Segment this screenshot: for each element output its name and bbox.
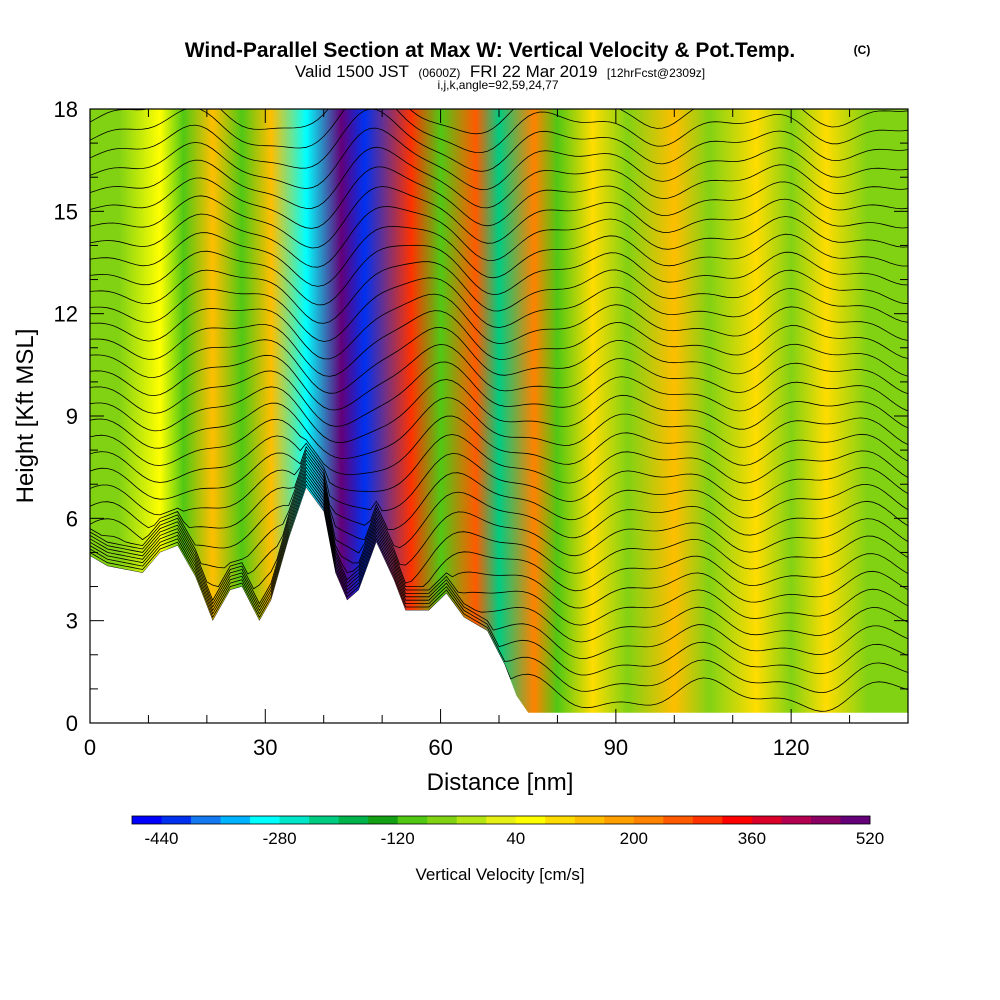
theta-contour (90, 206, 908, 268)
potential-temperature-contours (90, 109, 908, 712)
colorbar-swatch (633, 816, 664, 824)
theta-contour (90, 379, 908, 444)
colorbar-swatch (132, 816, 162, 824)
colorbar-tick-label: -120 (381, 829, 415, 848)
colorbar-swatch (279, 816, 310, 824)
grid-indices: i,j,k,angle=92,59,24,77 (437, 78, 558, 92)
colorbar-tick-label: -280 (263, 829, 297, 848)
theta-contour (90, 452, 908, 549)
theta-contour (90, 166, 908, 229)
y-tick-label: 3 (66, 609, 78, 634)
y-axis: 0 3 6 9 12 15 18 (54, 97, 908, 736)
theta-contour (90, 456, 908, 566)
valid-time-line: Valid 1500 JST (0600Z) FRI 22 Mar 2019 [… (295, 62, 705, 81)
colorbar-tick-label: -440 (144, 829, 178, 848)
y-tick-label: 15 (54, 199, 78, 224)
colorbar-swatch (722, 816, 753, 824)
theta-contour (90, 326, 908, 394)
colorbar-swatch (220, 816, 251, 824)
colorbar-swatch (663, 816, 694, 824)
plot-area: 0 30 60 90 120 0 3 6 9 12 15 18 (54, 97, 909, 760)
valid-utc: (0600Z) (418, 66, 460, 80)
colorbar-tick-label: 200 (620, 829, 648, 848)
theta-contour (90, 293, 908, 360)
x-tick-label: 90 (604, 735, 628, 760)
colorbar-tick-label: 360 (738, 829, 766, 848)
theta-contour (90, 186, 908, 249)
theta-contour (90, 310, 908, 377)
x-tick-label: 60 (428, 735, 452, 760)
colorbar-swatch (692, 816, 723, 824)
colorbar-swatch (810, 816, 841, 824)
theta-contour (90, 244, 908, 306)
colorbar-tick-label: 40 (506, 829, 525, 848)
colorbar-swatch (427, 816, 458, 824)
colorbar-swatch (250, 816, 280, 824)
colorbar-swatch (574, 816, 605, 824)
colorbar-label: Vertical Velocity [cm/s] (415, 865, 584, 884)
theta-contour (90, 109, 908, 172)
theta-contour (90, 473, 908, 643)
colorbar-swatch (515, 816, 546, 824)
colorbar-swatch (368, 816, 399, 824)
y-tick-label: 0 (66, 711, 78, 736)
colorbar-swatch (397, 816, 428, 824)
colorbar-swatch (840, 816, 871, 824)
x-axis-label: Distance [nm] (427, 769, 574, 796)
y-tick-label: 9 (66, 404, 78, 429)
colorbar-swatch (338, 816, 369, 824)
theta-contour (90, 225, 908, 287)
colorbar-swatch (604, 816, 635, 824)
theta-contour (90, 415, 908, 475)
theta-contour (90, 476, 908, 660)
y-axis-label: Height [Kft MSL] (12, 329, 39, 504)
colorbar-swatch (486, 816, 517, 824)
colorbar-swatch (751, 816, 782, 824)
colorbar (131, 815, 871, 825)
theta-contour (90, 109, 908, 154)
colorbar-tick-labels: -440 -280 -120 40 200 360 520 (144, 829, 884, 848)
theta-contour (90, 466, 908, 609)
theta-contour (90, 361, 908, 427)
x-tick-label: 0 (84, 735, 96, 760)
theta-contour (90, 483, 908, 694)
theta-contour (90, 277, 908, 342)
y-tick-label: 6 (66, 506, 78, 531)
y-tick-label: 18 (54, 97, 78, 122)
chart-title: Wind-Parallel Section at Max W: Vertical… (185, 39, 796, 62)
terrain-mask (90, 487, 908, 723)
theta-contour (90, 445, 908, 512)
theta-contour (90, 397, 908, 459)
x-tick-label: 30 (253, 735, 277, 760)
theta-contour (90, 462, 908, 592)
colorbar-swatch (456, 816, 487, 824)
colorbar-tick-label: 520 (856, 829, 884, 848)
valid-prefix: Valid 1500 JST (295, 62, 409, 81)
theta-contour (90, 109, 908, 135)
theta-contour (90, 261, 908, 324)
colorbar-swatch (781, 816, 812, 824)
theta-contour (90, 146, 908, 209)
copyright-mark: (C) (854, 43, 871, 57)
forecast-info: [12hrFcst@2309z] (607, 66, 705, 80)
colorbar-swatch (545, 816, 576, 824)
theta-contour (90, 434, 908, 492)
theta-contour (90, 459, 908, 584)
theta-contour (90, 449, 908, 531)
y-tick-label: 12 (54, 302, 78, 327)
colorbar-swatch (309, 816, 340, 824)
x-tick-label: 120 (773, 735, 810, 760)
theta-contour (90, 479, 908, 676)
valid-date: FRI 22 Mar 2019 (470, 62, 598, 81)
x-axis: 0 30 60 90 120 (84, 109, 909, 760)
colorbar-frame (131, 815, 871, 825)
colorbar-swatch (161, 816, 192, 824)
theta-contour (90, 127, 908, 191)
colorbar-swatch (191, 816, 221, 824)
theta-contour (90, 343, 908, 411)
theta-contour (90, 469, 908, 626)
